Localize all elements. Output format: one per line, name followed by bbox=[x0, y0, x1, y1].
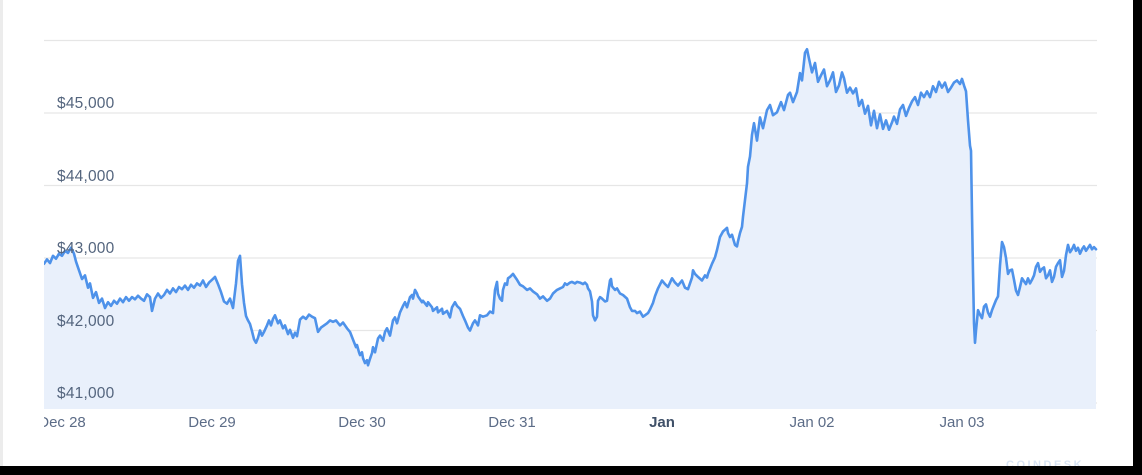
x-axis-label-dec-31: Dec 31 bbox=[488, 414, 536, 431]
x-axis-labels: Dec 28 Dec 29 Dec 30 Dec 31 Jan Jan 02 Jan 03 bbox=[44, 412, 1097, 438]
x-axis-label-jan-03: Jan 03 bbox=[939, 414, 985, 431]
frame-border-bottom bbox=[0, 466, 1142, 475]
x-axis-label-dec-29: Dec 29 bbox=[188, 414, 236, 431]
x-axis-label-dec-30: Dec 30 bbox=[338, 414, 386, 431]
x-axis-label-dec-28: Dec 28 bbox=[44, 414, 86, 431]
x-axis-label-jan-02: Jan 02 bbox=[789, 414, 835, 431]
area-fill bbox=[44, 49, 1096, 409]
y-axis-label-41000: $41,000 bbox=[57, 385, 115, 402]
y-axis-label-45000: $45,000 bbox=[57, 95, 115, 112]
x-axis-label-jan: Jan bbox=[649, 414, 675, 431]
y-axis-label-42000: $42,000 bbox=[57, 313, 115, 330]
price-line[interactable] bbox=[44, 47, 1098, 367]
y-axis-label-44000: $44,000 bbox=[57, 168, 115, 185]
left-edge-strip bbox=[0, 0, 3, 475]
frame-border-right bbox=[1133, 0, 1142, 475]
y-axis-label-43000: $43,000 bbox=[57, 240, 115, 257]
